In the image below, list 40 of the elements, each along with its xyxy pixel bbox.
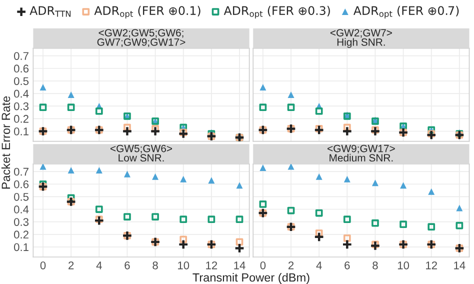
legend-label: ADR$_{opt}$ (FER ⊕0.7): [353, 6, 459, 19]
x-tick-label: 0: [40, 261, 46, 270]
x-tick-label: 14: [454, 262, 466, 270]
y-tick-label: 0.4: [14, 90, 29, 98]
x-tick-label: 12: [426, 261, 437, 270]
x-tick-label: 6: [344, 261, 350, 270]
legend-label: ADR$_{TTN}$: [30, 6, 71, 17]
x-tick-label: 0: [260, 261, 266, 270]
y-tick-label: 0.6: [14, 180, 29, 188]
legend-label: ADR$_{opt}$ (FER ⊕0.3): [224, 6, 330, 19]
y-tick-label: 0.1: [14, 128, 28, 136]
y-tick-label: 0.1: [14, 243, 28, 252]
y-tick-label: 0.3: [14, 102, 29, 110]
x-tick-label: 8: [152, 261, 158, 270]
x-tick-label: 4: [316, 262, 322, 270]
chart-title: <GW2;GW7> High SNR.: [330, 29, 392, 48]
y-tick-label: 0.5: [14, 192, 29, 201]
chart-title: <GW5;GW6> Low SNR.: [110, 144, 172, 162]
x-tick-label: 10: [398, 261, 410, 270]
y-axis-title: Packet Error Rate: [1, 96, 10, 189]
y-tick-label: 0.6: [14, 64, 29, 73]
x-tick-label: 6: [124, 261, 130, 270]
x-tick-label: 10: [178, 261, 190, 270]
x-tick-label: 8: [372, 261, 378, 270]
y-tick-label: 0.2: [14, 114, 28, 123]
chart-title: <GW2;GW5;GW6; GW7;GW9;GW17>: [97, 29, 186, 48]
x-tick-label: 2: [68, 261, 74, 270]
y-tick-label: 0.7: [14, 52, 28, 60]
y-tick-label: 0.7: [14, 168, 28, 176]
x-tick-label: 12: [206, 261, 218, 270]
x-tick-label: 4: [96, 262, 102, 270]
y-tick-label: 0.5: [14, 77, 29, 86]
y-tick-label: 0.2: [14, 230, 28, 239]
x-axis-title: Transmit Power (dBm): [192, 272, 310, 284]
y-tick-label: 0.3: [14, 218, 29, 226]
x-tick-label: 2: [288, 261, 294, 270]
legend-label: ADR$_{opt}$ (FER ⊕0.1): [94, 6, 200, 19]
chart-title: <GW9;GW17> Medium SNR.: [328, 144, 395, 162]
x-tick-label: 14: [234, 262, 246, 270]
y-tick-label: 0.4: [14, 206, 29, 214]
